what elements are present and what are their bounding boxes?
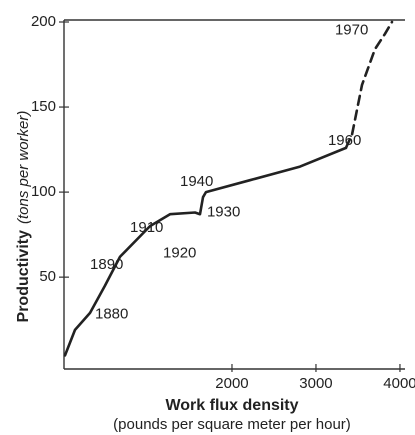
y-tick-label: 150 [31, 98, 56, 115]
annotation: 1940 [180, 173, 213, 190]
annotation: 1910 [130, 219, 163, 236]
annotation: 1890 [90, 256, 123, 273]
y-label-group: Productivity (tons per worker) [15, 111, 32, 323]
y-axis-label: Productivity [15, 230, 32, 323]
x-tick-label: 2000 [215, 375, 248, 392]
x-tick-label: 4000 [383, 375, 415, 392]
x-axis-note: (pounds per square meter per hour) [113, 416, 351, 433]
x-axis-label: Work flux density [165, 397, 298, 414]
annotation: 1880 [95, 306, 128, 323]
annotation: 1930 [207, 203, 240, 220]
line [344, 20, 394, 150]
annotation: 1960 [328, 132, 361, 149]
annotation: 1970 [335, 21, 368, 38]
y-tick-label: 100 [31, 183, 56, 200]
annotation: 1920 [163, 244, 196, 261]
y-tick-label: 200 [31, 13, 56, 30]
y-tick-label: 50 [39, 268, 56, 285]
y-axis-note: (tons per worker) [15, 111, 32, 224]
line [63, 146, 348, 357]
x-tick-label: 3000 [299, 375, 332, 392]
